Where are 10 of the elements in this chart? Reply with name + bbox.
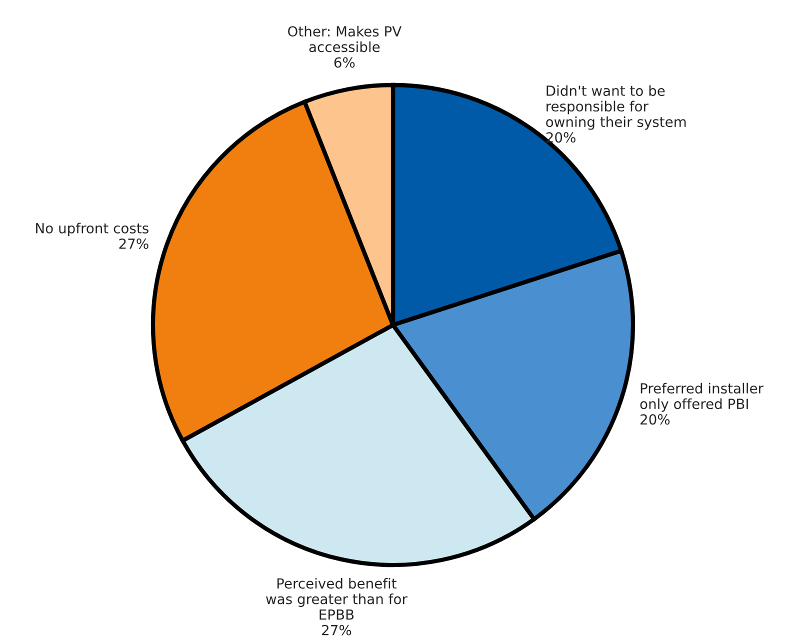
data-label: 6% <box>334 57 355 68</box>
slice-label: Other: Makes PV accessible <box>288 26 402 52</box>
slice-label: Perceived benefit was greater than for EPBB <box>266 578 408 620</box>
data-label: 20% <box>640 414 670 425</box>
slice-label: Didn't want to be responsible for owning their system <box>546 85 686 130</box>
slice-label: Preferred installer only offered PBI <box>640 382 764 412</box>
data-label: 27% <box>322 624 352 636</box>
slice-label: No upfront costs <box>36 222 148 236</box>
data-label: 27% <box>119 238 148 250</box>
data-label: 20% <box>546 132 576 143</box>
